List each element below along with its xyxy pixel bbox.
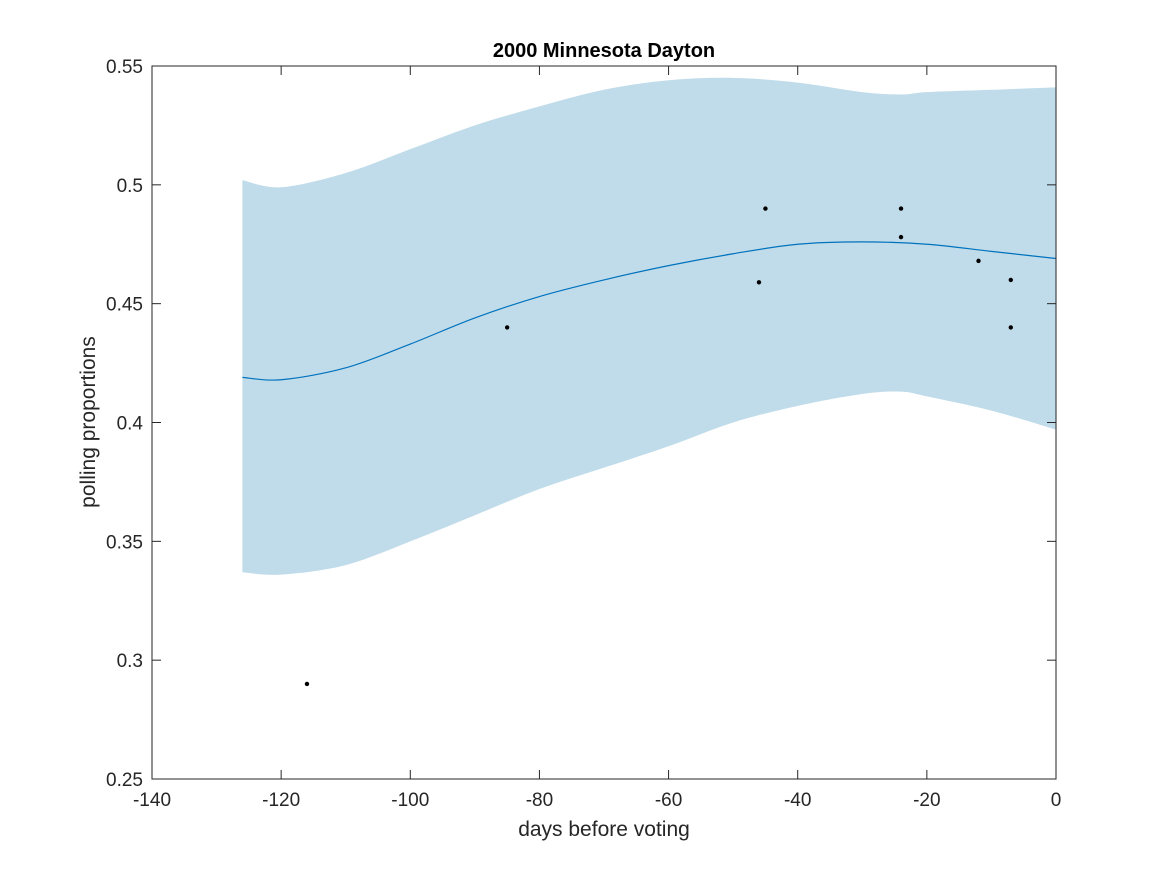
y-tick-label: 0.3: [117, 651, 143, 672]
poll-point: [898, 234, 904, 240]
confidence-band-layer: [242, 77, 1056, 575]
x-tick-label: -20: [913, 790, 940, 811]
y-tick-label: 0.55: [106, 57, 143, 78]
poll-point: [756, 280, 762, 285]
y-tick-label: 0.4: [117, 414, 144, 435]
poll-points-layer: [304, 206, 1013, 687]
y-tick-label: 0.35: [106, 532, 143, 553]
chart-title: 2000 Minnesota Dayton: [493, 40, 715, 62]
poll-point: [976, 258, 981, 264]
x-axis-label: days before voting: [518, 818, 690, 841]
y-tick-label: 0.45: [106, 295, 143, 316]
x-tick-label: -120: [262, 790, 300, 811]
poll-point: [898, 206, 904, 211]
x-tick-label: -100: [391, 790, 429, 811]
tick-labels-layer: -140 -120 -100 -80 -60 -40 -20 0 0.25 0.3 0.35 0.4 0…: [106, 57, 1061, 811]
trend-line: [242, 241, 1057, 381]
poll-point: [504, 325, 510, 330]
poll-point: [763, 206, 768, 211]
x-tick-label: -40: [784, 790, 811, 811]
x-tick-label: 0: [1051, 790, 1062, 811]
x-tick-label: -80: [526, 790, 553, 811]
axes-layer: [151, 65, 1057, 780]
y-tick-label: 0.5: [117, 176, 143, 197]
trend-line-layer: [242, 241, 1057, 381]
x-tick-label: -140: [133, 790, 171, 811]
x-tick-label: -60: [655, 790, 682, 811]
y-tick-label: 0.25: [106, 770, 143, 791]
y-axis-label: polling proportions: [77, 336, 100, 508]
poll-point: [1008, 325, 1013, 330]
poll-point: [1008, 277, 1013, 283]
poll-point: [304, 681, 310, 687]
confidence-band: [242, 77, 1056, 575]
